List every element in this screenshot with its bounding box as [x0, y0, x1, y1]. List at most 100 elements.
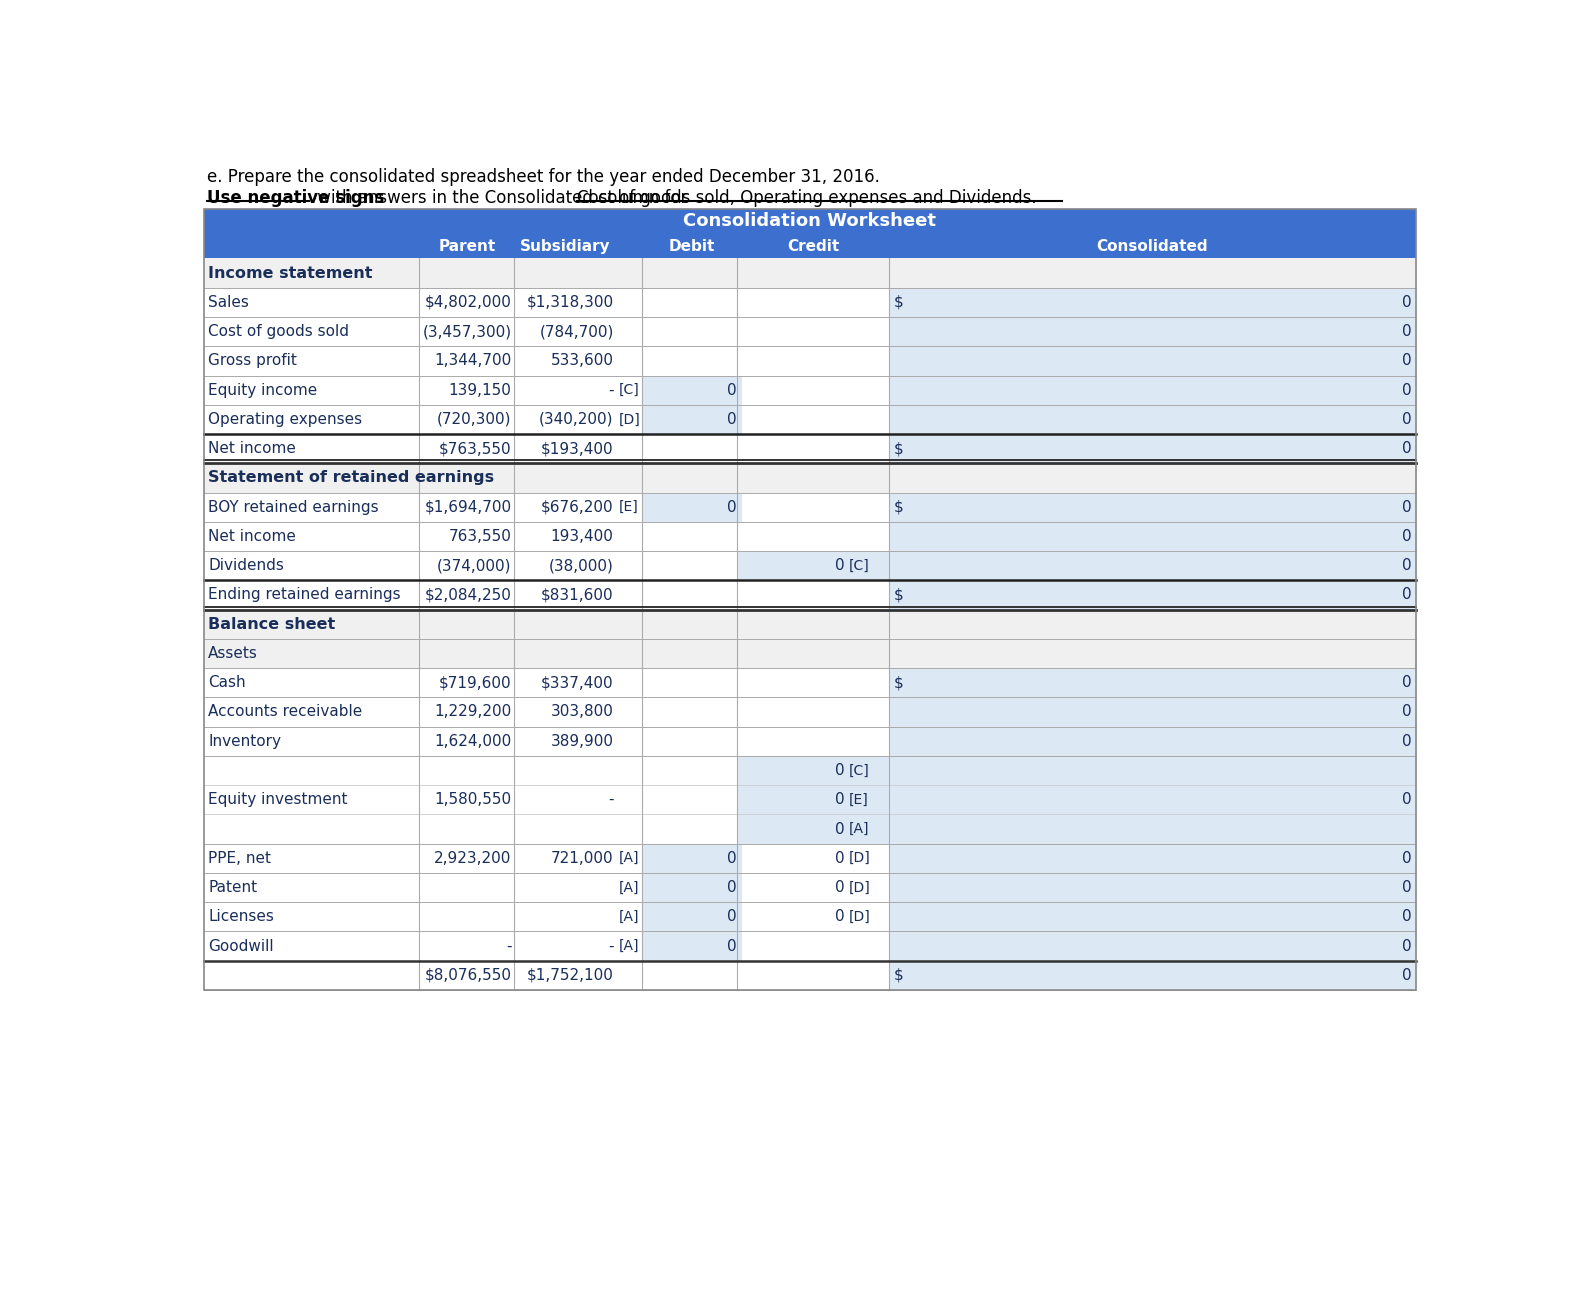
Text: [C]: [C]: [848, 559, 869, 573]
Text: 0: 0: [1401, 938, 1411, 954]
Text: [C]: [C]: [619, 383, 640, 397]
Text: Income statement: Income statement: [209, 265, 373, 281]
Bar: [890, 756, 1416, 844]
Bar: [204, 960, 1416, 990]
Text: Equity investment: Equity investment: [209, 792, 348, 807]
Bar: [890, 375, 1416, 405]
Text: Use negative signs: Use negative signs: [207, 189, 384, 207]
Text: $1,694,700: $1,694,700: [425, 499, 512, 515]
Text: Accounts receivable: Accounts receivable: [209, 704, 362, 719]
Text: Dividends: Dividends: [209, 558, 284, 573]
Bar: [204, 433, 1416, 463]
Text: 1,229,200: 1,229,200: [435, 704, 512, 719]
Text: 0: 0: [1401, 792, 1411, 807]
Text: $831,600: $831,600: [540, 587, 613, 603]
Text: 0: 0: [834, 850, 845, 866]
Bar: [890, 580, 1416, 609]
Bar: [890, 347, 1416, 375]
Text: 0: 0: [1401, 910, 1411, 924]
Bar: [204, 551, 1416, 580]
Bar: [204, 375, 1416, 405]
Text: Cost of goods sold: Cost of goods sold: [209, 324, 349, 339]
Text: (340,200): (340,200): [539, 411, 613, 427]
Bar: [890, 317, 1416, 347]
Text: -: -: [608, 938, 613, 954]
Text: 389,900: 389,900: [551, 734, 613, 749]
Text: 0: 0: [834, 558, 845, 573]
Bar: [736, 756, 891, 844]
Bar: [643, 405, 741, 433]
Text: 0: 0: [727, 880, 736, 895]
Bar: [204, 210, 1416, 259]
Text: 0: 0: [1401, 734, 1411, 749]
Text: [E]: [E]: [848, 793, 869, 806]
Bar: [890, 902, 1416, 932]
Text: [D]: [D]: [619, 413, 641, 427]
Bar: [204, 210, 1416, 990]
Bar: [890, 433, 1416, 463]
Text: 0: 0: [1401, 383, 1411, 397]
Bar: [204, 521, 1416, 551]
Text: $8,076,550: $8,076,550: [425, 968, 512, 983]
Bar: [890, 727, 1416, 756]
Bar: [890, 873, 1416, 902]
Bar: [204, 873, 1416, 902]
Bar: [643, 902, 741, 932]
Text: Net income: Net income: [209, 441, 295, 457]
Text: 0: 0: [1401, 558, 1411, 573]
Bar: [643, 932, 741, 960]
Bar: [890, 668, 1416, 697]
Text: Sales: Sales: [209, 295, 250, 309]
Text: e. Prepare the consolidated spreadsheet for the year ended December 31, 2016.: e. Prepare the consolidated spreadsheet …: [207, 168, 880, 185]
Bar: [643, 873, 741, 902]
Text: Cash: Cash: [209, 675, 246, 690]
Bar: [204, 902, 1416, 932]
Bar: [890, 844, 1416, 873]
Bar: [204, 347, 1416, 375]
Text: (38,000): (38,000): [548, 558, 613, 573]
Text: -: -: [608, 792, 613, 807]
Text: Net income: Net income: [209, 529, 295, 543]
Text: [A]: [A]: [619, 939, 640, 954]
Text: Consolidated: Consolidated: [1097, 238, 1209, 254]
Text: 0: 0: [1401, 587, 1411, 603]
Bar: [890, 521, 1416, 551]
Bar: [890, 493, 1416, 521]
Bar: [204, 756, 1416, 844]
Text: Parent: Parent: [439, 238, 496, 254]
Text: $676,200: $676,200: [540, 499, 613, 515]
Text: 721,000: 721,000: [551, 850, 613, 866]
Text: 0: 0: [1401, 499, 1411, 515]
Bar: [643, 375, 741, 405]
Text: 0: 0: [1401, 411, 1411, 427]
Text: [E]: [E]: [619, 501, 638, 514]
Text: Balance sheet: Balance sheet: [209, 617, 335, 631]
Bar: [204, 405, 1416, 433]
Text: 0: 0: [1401, 441, 1411, 457]
Text: Subsidiary: Subsidiary: [520, 238, 611, 254]
Text: 0: 0: [1401, 850, 1411, 866]
Text: [D]: [D]: [848, 910, 871, 924]
Bar: [890, 317, 1416, 347]
Text: BOY retained earnings: BOY retained earnings: [209, 499, 379, 515]
Text: $4,802,000: $4,802,000: [425, 295, 512, 309]
Text: with answers in the Consolidated column for: with answers in the Consolidated column …: [313, 189, 692, 207]
Text: 193,400: 193,400: [551, 529, 613, 543]
Bar: [204, 317, 1416, 347]
Text: Goodwill: Goodwill: [209, 938, 273, 954]
Text: 139,150: 139,150: [449, 383, 512, 397]
Bar: [890, 551, 1416, 580]
Text: Cost of goods sold, Operating expenses and Dividends.: Cost of goods sold, Operating expenses a…: [577, 189, 1036, 207]
Bar: [890, 960, 1416, 990]
Text: Equity income: Equity income: [209, 383, 318, 397]
Bar: [204, 639, 1416, 668]
Text: [D]: [D]: [848, 880, 871, 894]
Text: Gross profit: Gross profit: [209, 353, 297, 369]
Bar: [890, 697, 1416, 727]
Text: Consolidation Worksheet: Consolidation Worksheet: [683, 212, 937, 230]
Text: PPE, net: PPE, net: [209, 850, 272, 866]
Text: $: $: [893, 968, 904, 983]
Text: 0: 0: [727, 411, 736, 427]
Bar: [890, 287, 1416, 317]
Bar: [890, 287, 1416, 317]
